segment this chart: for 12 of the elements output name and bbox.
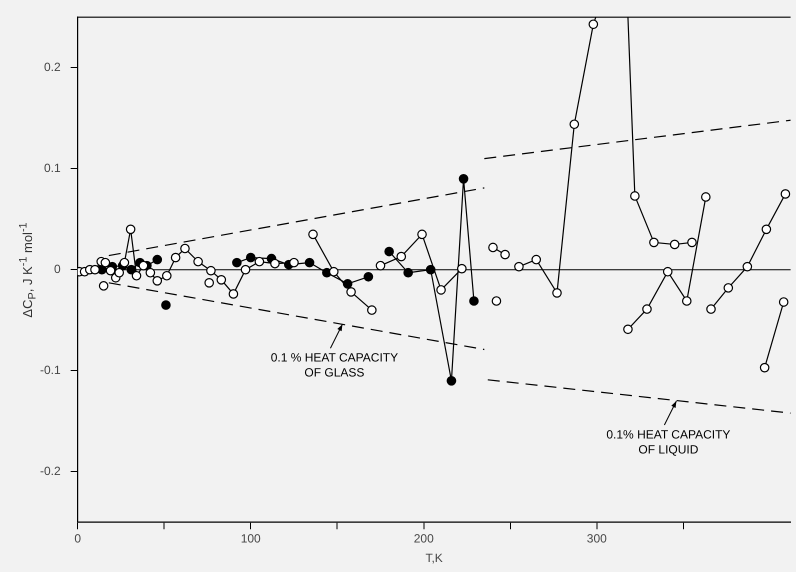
x-axis-title: T,K [425, 551, 443, 566]
x-tick-label: 0 [74, 532, 82, 546]
y-tick-label: -0.1 [40, 363, 61, 378]
x-tick-label: 100 [240, 532, 262, 546]
annotation: 0.1% HEAT CAPACITY OF LIQUID [606, 427, 730, 456]
y-tick-label: 0.1 [44, 161, 61, 176]
y-tick-label: 0 [54, 262, 61, 276]
y-tick-label: -0.2 [40, 464, 61, 478]
annotation: 0.1 % HEAT CAPACITY OF GLASS [270, 350, 398, 380]
x-tick-label: 200 [414, 532, 434, 546]
x-tick-label: 300 [586, 532, 608, 546]
y-tick-label: 0.2 [44, 60, 61, 74]
